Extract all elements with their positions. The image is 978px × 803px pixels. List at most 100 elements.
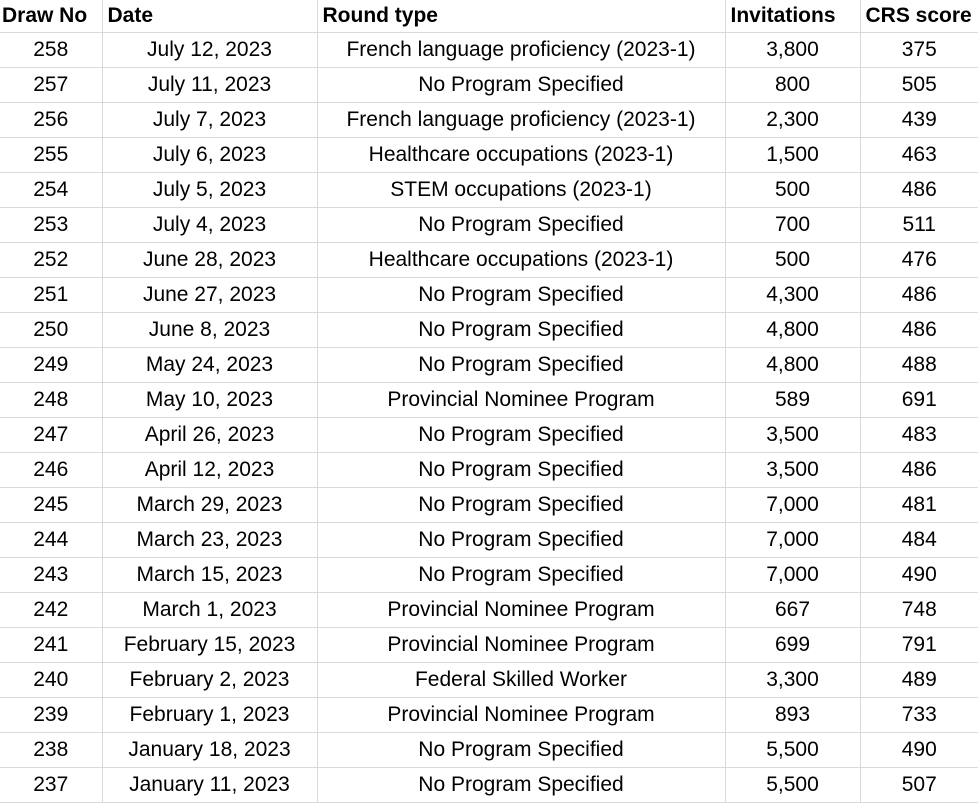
table-row: 249 May 24, 2023 No Program Specified 4,… xyxy=(0,347,978,383)
cell-draw-no: 249 xyxy=(0,347,103,383)
cell-round-type: No Program Specified xyxy=(317,207,726,243)
table-row: 238 January 18, 2023 No Program Specifie… xyxy=(0,732,978,768)
cell-draw-no: 241 xyxy=(0,627,103,663)
cell-invitations: 3,300 xyxy=(725,662,861,698)
table-row: 256 July 7, 2023 French language profici… xyxy=(0,102,978,138)
cell-crs-score: 488 xyxy=(860,347,978,383)
cell-invitations: 3,500 xyxy=(725,417,861,453)
cell-round-type: No Program Specified xyxy=(317,67,726,103)
table-row: 248 May 10, 2023 Provincial Nominee Prog… xyxy=(0,382,978,418)
cell-date: April 26, 2023 xyxy=(102,417,318,453)
cell-crs-score: 483 xyxy=(860,417,978,453)
cell-crs-score: 486 xyxy=(860,172,978,208)
cell-crs-score: 476 xyxy=(860,242,978,278)
column-header-date: Date xyxy=(102,0,318,33)
column-header-round-type: Round type xyxy=(317,0,726,33)
cell-date: June 8, 2023 xyxy=(102,312,318,348)
table-row: 258 July 12, 2023 French language profic… xyxy=(0,32,978,68)
cell-date: July 6, 2023 xyxy=(102,137,318,173)
table-row: 246 April 12, 2023 No Program Specified … xyxy=(0,452,978,488)
cell-draw-no: 247 xyxy=(0,417,103,453)
table-row: 252 June 28, 2023 Healthcare occupations… xyxy=(0,242,978,278)
cell-round-type: No Program Specified xyxy=(317,767,726,803)
cell-invitations: 7,000 xyxy=(725,557,861,593)
cell-draw-no: 245 xyxy=(0,487,103,523)
cell-draw-no: 255 xyxy=(0,137,103,173)
cell-date: June 27, 2023 xyxy=(102,277,318,313)
cell-invitations: 4,800 xyxy=(725,347,861,383)
cell-round-type: Provincial Nominee Program xyxy=(317,627,726,663)
cell-crs-score: 486 xyxy=(860,277,978,313)
cell-date: March 23, 2023 xyxy=(102,522,318,558)
cell-crs-score: 484 xyxy=(860,522,978,558)
column-header-invitations: Invitations xyxy=(725,0,861,33)
cell-draw-no: 237 xyxy=(0,767,103,803)
cell-round-type: French language proficiency (2023-1) xyxy=(317,102,726,138)
cell-draw-no: 244 xyxy=(0,522,103,558)
cell-draw-no: 256 xyxy=(0,102,103,138)
cell-round-type: Provincial Nominee Program xyxy=(317,382,726,418)
cell-date: July 12, 2023 xyxy=(102,32,318,68)
table-row: 239 February 1, 2023 Provincial Nominee … xyxy=(0,697,978,733)
cell-crs-score: 507 xyxy=(860,767,978,803)
table-body: 258 July 12, 2023 French language profic… xyxy=(0,32,978,803)
cell-round-type: Healthcare occupations (2023-1) xyxy=(317,137,726,173)
cell-crs-score: 511 xyxy=(860,207,978,243)
table-row: 254 July 5, 2023 STEM occupations (2023-… xyxy=(0,172,978,208)
cell-invitations: 7,000 xyxy=(725,522,861,558)
table-row: 257 July 11, 2023 No Program Specified 8… xyxy=(0,67,978,103)
cell-round-type: Provincial Nominee Program xyxy=(317,592,726,628)
cell-date: March 1, 2023 xyxy=(102,592,318,628)
table-row: 237 January 11, 2023 No Program Specifie… xyxy=(0,767,978,803)
cell-invitations: 500 xyxy=(725,242,861,278)
cell-date: July 5, 2023 xyxy=(102,172,318,208)
cell-date: February 1, 2023 xyxy=(102,697,318,733)
cell-crs-score: 486 xyxy=(860,312,978,348)
cell-crs-score: 490 xyxy=(860,732,978,768)
cell-round-type: Provincial Nominee Program xyxy=(317,697,726,733)
cell-date: February 15, 2023 xyxy=(102,627,318,663)
cell-round-type: No Program Specified xyxy=(317,452,726,488)
cell-invitations: 700 xyxy=(725,207,861,243)
cell-crs-score: 481 xyxy=(860,487,978,523)
cell-round-type: STEM occupations (2023-1) xyxy=(317,172,726,208)
cell-draw-no: 257 xyxy=(0,67,103,103)
cell-round-type: No Program Specified xyxy=(317,487,726,523)
cell-date: May 10, 2023 xyxy=(102,382,318,418)
cell-draw-no: 258 xyxy=(0,32,103,68)
cell-date: April 12, 2023 xyxy=(102,452,318,488)
cell-draw-no: 252 xyxy=(0,242,103,278)
cell-invitations: 589 xyxy=(725,382,861,418)
cell-crs-score: 733 xyxy=(860,697,978,733)
cell-crs-score: 490 xyxy=(860,557,978,593)
cell-invitations: 3,800 xyxy=(725,32,861,68)
table-row: 251 June 27, 2023 No Program Specified 4… xyxy=(0,277,978,313)
cell-draw-no: 254 xyxy=(0,172,103,208)
cell-round-type: No Program Specified xyxy=(317,732,726,768)
cell-invitations: 2,300 xyxy=(725,102,861,138)
cell-round-type: No Program Specified xyxy=(317,522,726,558)
cell-invitations: 4,800 xyxy=(725,312,861,348)
cell-crs-score: 691 xyxy=(860,382,978,418)
cell-draw-no: 246 xyxy=(0,452,103,488)
cell-round-type: Federal Skilled Worker xyxy=(317,662,726,698)
table-row: 245 March 29, 2023 No Program Specified … xyxy=(0,487,978,523)
cell-invitations: 4,300 xyxy=(725,277,861,313)
cell-draw-no: 253 xyxy=(0,207,103,243)
cell-draw-no: 238 xyxy=(0,732,103,768)
cell-date: January 18, 2023 xyxy=(102,732,318,768)
cell-round-type: No Program Specified xyxy=(317,347,726,383)
cell-crs-score: 748 xyxy=(860,592,978,628)
cell-date: June 28, 2023 xyxy=(102,242,318,278)
cell-round-type: No Program Specified xyxy=(317,277,726,313)
cell-date: July 4, 2023 xyxy=(102,207,318,243)
cell-invitations: 7,000 xyxy=(725,487,861,523)
cell-draw-no: 248 xyxy=(0,382,103,418)
cell-date: July 11, 2023 xyxy=(102,67,318,103)
cell-round-type: French language proficiency (2023-1) xyxy=(317,32,726,68)
cell-draw-no: 243 xyxy=(0,557,103,593)
table-row: 244 March 23, 2023 No Program Specified … xyxy=(0,522,978,558)
cell-date: March 15, 2023 xyxy=(102,557,318,593)
cell-invitations: 667 xyxy=(725,592,861,628)
